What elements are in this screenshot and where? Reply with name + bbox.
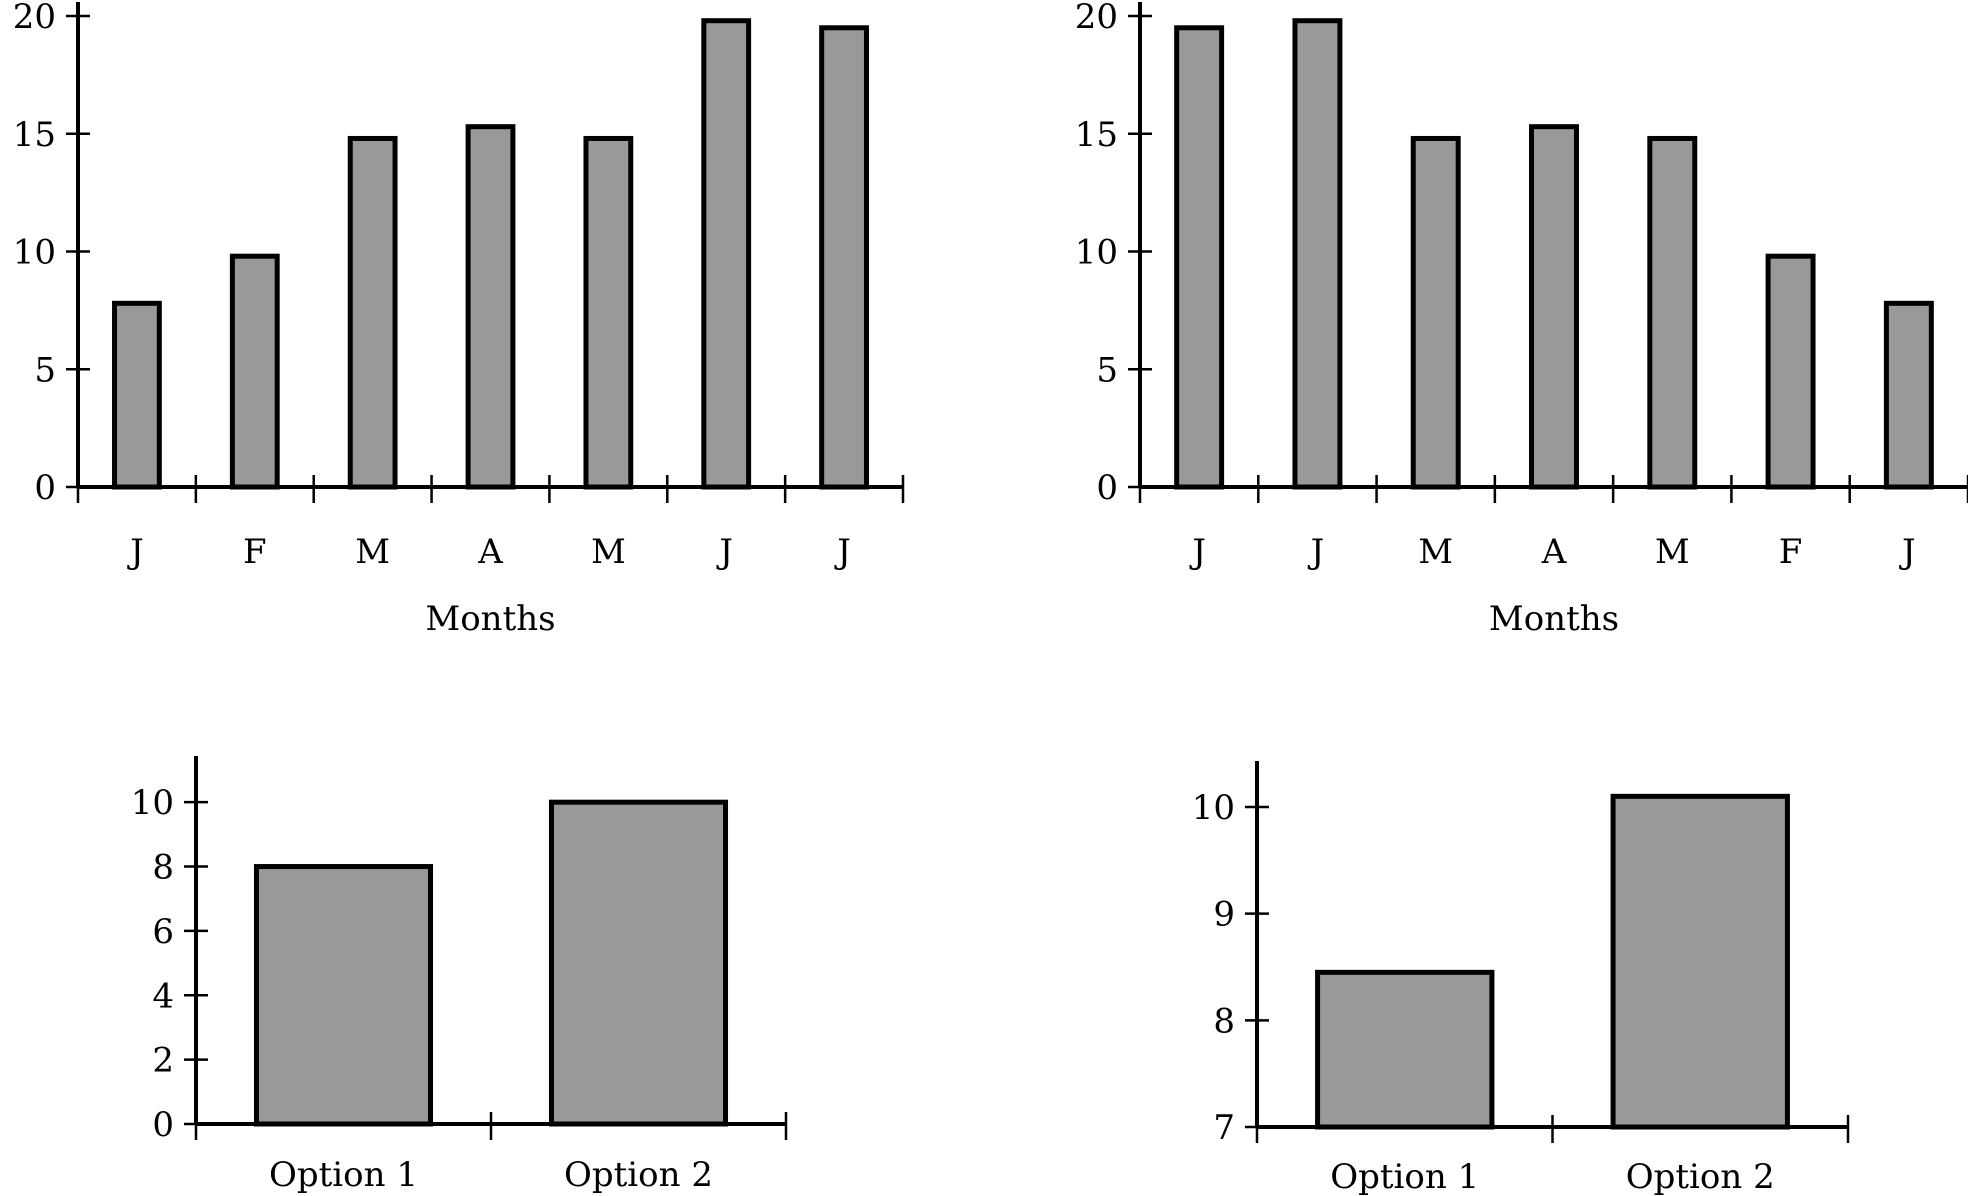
y-tick-label: 15 xyxy=(13,115,56,155)
y-tick-label: 10 xyxy=(1192,788,1235,828)
chart-top-left: 0 5 10 15 20 J F M A M J J Months xyxy=(13,0,905,639)
y-tick-label: 5 xyxy=(34,350,56,390)
x-tick-label: A xyxy=(1541,532,1567,572)
y-tick-label: 4 xyxy=(152,976,174,1016)
x-tick-label: J xyxy=(834,532,851,572)
y-tick-label: 7 xyxy=(1213,1108,1235,1148)
y-tick-label: 0 xyxy=(1096,468,1118,508)
x-tick-label: F xyxy=(1779,532,1803,572)
bar-1 xyxy=(1315,969,1495,1130)
bar-5 xyxy=(583,135,634,490)
x-tick-label: A xyxy=(477,532,503,572)
bar-2 xyxy=(1292,18,1343,490)
bar-7 xyxy=(819,25,869,490)
x-tick-label: Option 1 xyxy=(1330,1157,1479,1196)
x-tick-label: M xyxy=(1655,532,1690,572)
bar-6 xyxy=(701,18,752,490)
x-tick-label: M xyxy=(591,532,626,572)
x-tick-label: J xyxy=(127,532,144,572)
x-tick-label: Option 2 xyxy=(564,1155,713,1195)
y-tick-label: 8 xyxy=(152,848,174,888)
x-tick-label: M xyxy=(1418,532,1453,572)
bar-1 xyxy=(112,300,162,490)
y-tick-label: 10 xyxy=(13,233,56,273)
chart-top-right: 0 5 10 15 20 J J M A M F J Months xyxy=(1075,0,1968,639)
bar-4 xyxy=(1529,124,1579,490)
y-tick-label: 0 xyxy=(34,468,56,508)
y-tick-label: 20 xyxy=(13,0,56,37)
y-tick-label: 2 xyxy=(152,1041,174,1081)
x-tick-label: F xyxy=(243,532,267,572)
chart-bottom-left: 0 2 4 6 8 10 Option 1 Option 2 xyxy=(131,756,788,1195)
bar-2 xyxy=(548,799,729,1127)
y-tick-label: 10 xyxy=(1075,233,1118,273)
bar-6 xyxy=(1765,253,1816,490)
y-tick-label: 6 xyxy=(152,912,174,952)
bar-1 xyxy=(253,864,434,1127)
x-tick-label: Option 2 xyxy=(1626,1157,1775,1196)
y-tick-label: 20 xyxy=(1075,0,1118,37)
x-axis-title: Months xyxy=(425,599,555,639)
bar-1 xyxy=(1174,25,1225,490)
x-tick-label: J xyxy=(716,532,733,572)
bar-3 xyxy=(1410,135,1461,490)
y-tick-label: 9 xyxy=(1213,895,1235,935)
bar-5 xyxy=(1647,135,1698,490)
y-tick-label: 8 xyxy=(1213,1001,1235,1041)
x-tick-label: J xyxy=(1899,532,1916,572)
chart-bottom-right: 7 8 9 10 Option 1 Option 2 xyxy=(1192,761,1850,1196)
x-tick-label: J xyxy=(1189,532,1206,572)
bar-7 xyxy=(1883,300,1934,490)
x-tick-label: M xyxy=(355,532,390,572)
bar-3 xyxy=(347,135,398,490)
bar-2 xyxy=(229,253,280,490)
bar-4 xyxy=(465,124,516,490)
x-axis-title: Months xyxy=(1489,599,1619,639)
x-tick-label: J xyxy=(1308,532,1325,572)
bar-2 xyxy=(1610,793,1790,1130)
x-tick-label: Option 1 xyxy=(269,1155,418,1195)
y-tick-label: 0 xyxy=(152,1105,174,1145)
y-tick-label: 5 xyxy=(1096,350,1118,390)
y-tick-label: 10 xyxy=(131,783,174,823)
y-tick-label: 15 xyxy=(1075,115,1118,155)
